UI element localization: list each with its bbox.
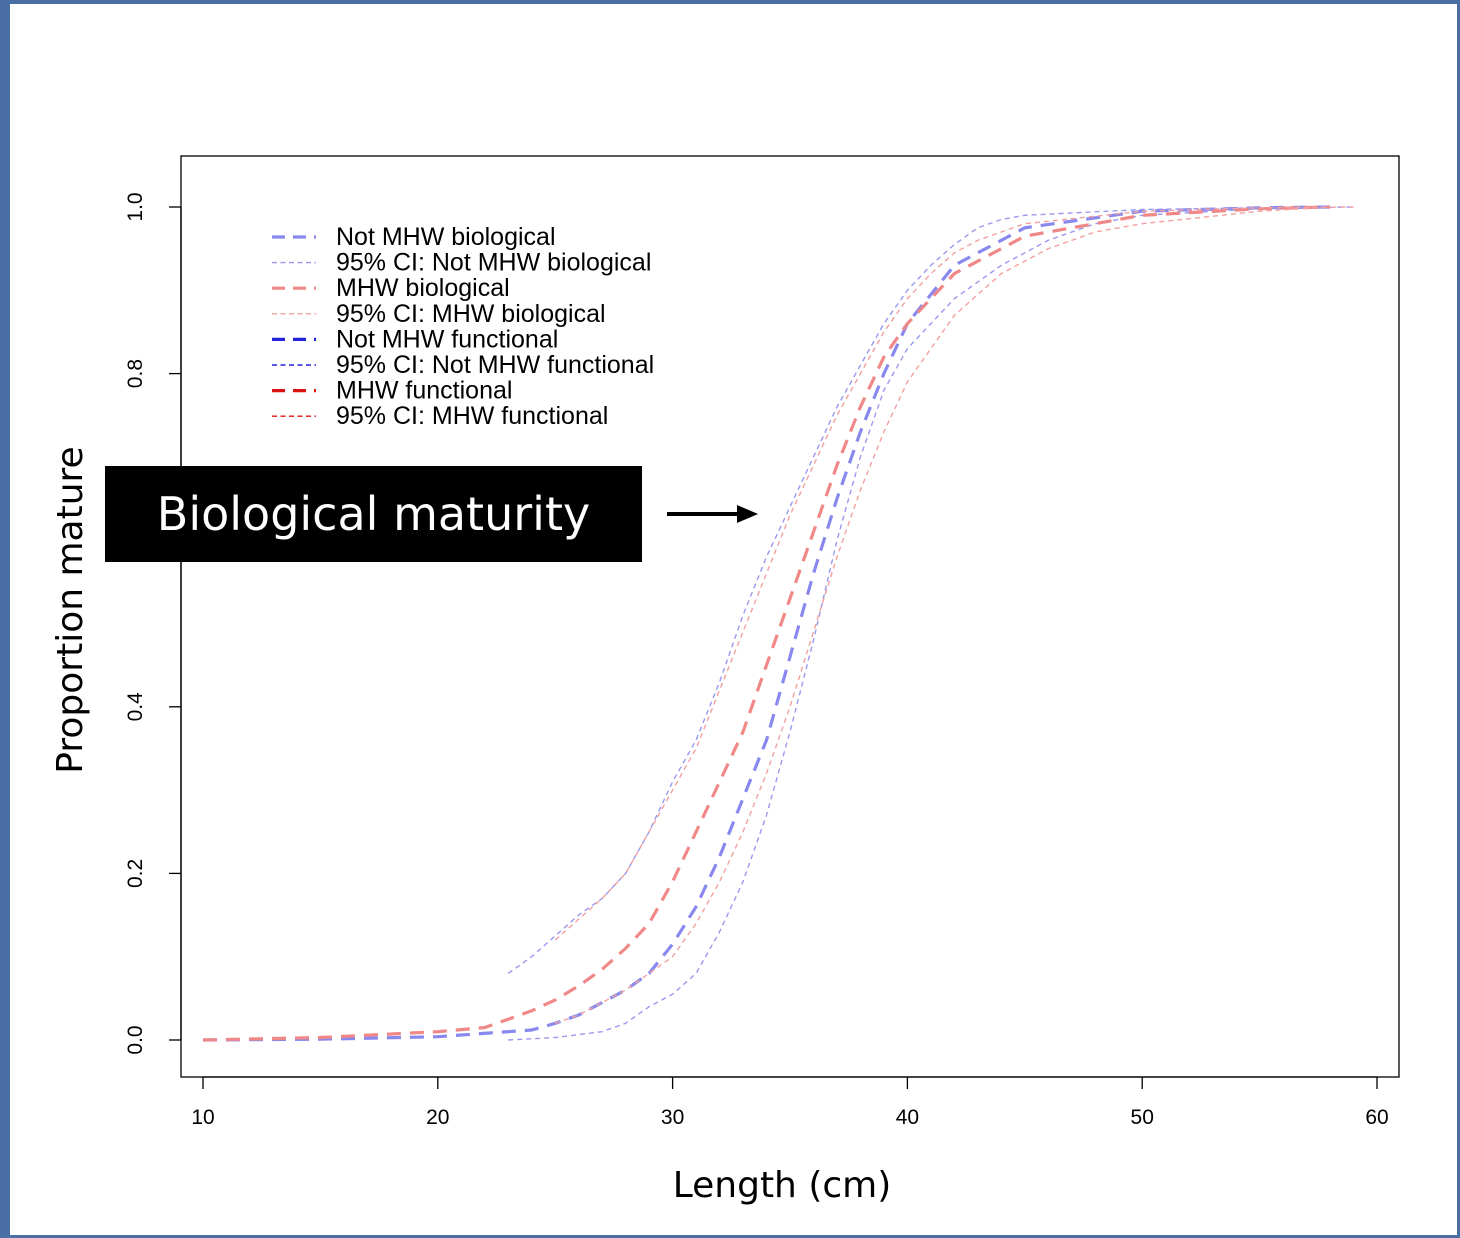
legend-label: 95% CI: Not MHW biological [336,249,651,277]
maturity-chart: 10 20 30 40 50 60 0.0 0.2 0.4 0.8 1.0 Not MHW bio… [50,155,1400,1206]
y-tick-label: 1.0 [124,192,147,221]
y-axis-title: Proportion mature [50,446,91,773]
series-line [202,205,1331,1042]
series-line [554,206,1354,941]
x-axis: 10 20 30 40 50 60 [191,1076,1389,1129]
series-line [554,206,1331,1024]
y-tick-label: 0.2 [124,859,147,888]
series-layer [202,205,1354,1042]
annotation-label: Biological maturity [105,466,642,562]
legend-label: Not MHW biological [336,223,556,251]
series-line [508,206,1331,1041]
y-axis: 0.0 0.2 0.4 0.8 1.0 [124,192,182,1055]
x-tick-label: 50 [1131,1106,1154,1129]
legend-label: 95% CI: MHW biological [336,300,606,328]
x-tick-label: 30 [661,1106,684,1129]
series-line [507,206,1354,974]
y-tick-label: 0.0 [124,1025,147,1054]
x-tick-label: 20 [426,1106,449,1129]
y-tick-label: 0.4 [124,692,147,722]
x-axis-title: Length (cm) [673,1165,892,1206]
x-tick-label: 10 [191,1106,214,1129]
x-tick-label: 40 [896,1106,919,1129]
legend-label: Not MHW functional [336,325,558,353]
legend-label: 95% CI: Not MHW functional [336,351,654,379]
x-tick-label: 60 [1365,1106,1388,1129]
y-tick-label: 0.8 [124,359,147,388]
legend-label: MHW functional [336,377,512,405]
legend-label: 95% CI: MHW functional [336,402,608,430]
annotation-arrow [667,505,758,523]
legend-label: MHW biological [336,274,510,302]
